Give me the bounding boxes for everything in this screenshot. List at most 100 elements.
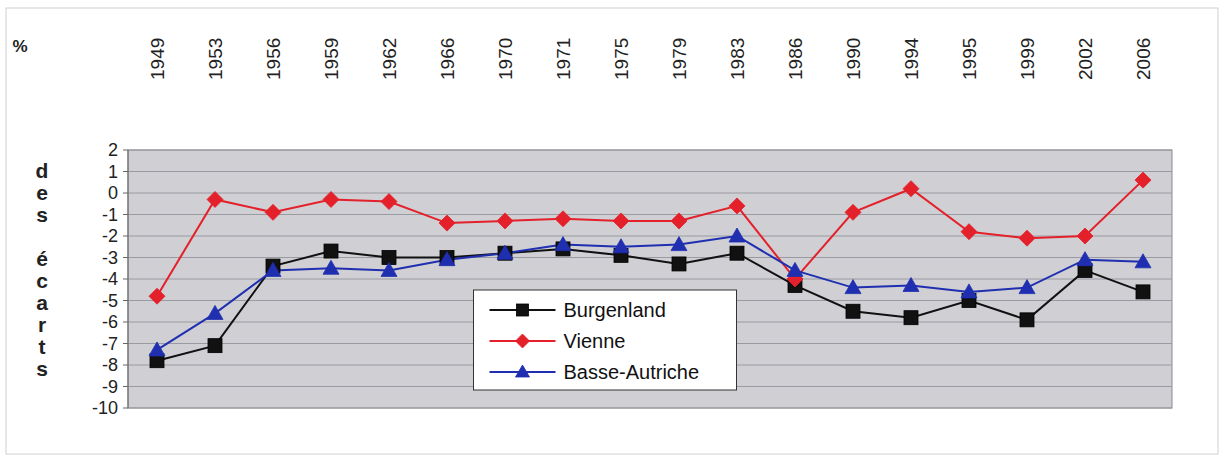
y-tick xyxy=(123,408,128,409)
y-tick xyxy=(123,236,128,237)
marker-diamond xyxy=(497,213,513,229)
marker-triangle xyxy=(207,305,223,319)
marker-square xyxy=(517,304,529,316)
y-tick-label: -7 xyxy=(102,334,118,354)
plot-area xyxy=(128,150,1172,408)
marker-triangle xyxy=(381,262,397,276)
marker-triangle xyxy=(903,277,919,291)
y-tick xyxy=(123,365,128,366)
marker-triangle xyxy=(961,284,977,298)
grid-line xyxy=(128,193,1172,194)
y-axis-label-letter: % xyxy=(12,37,27,56)
marker-square xyxy=(1020,313,1034,327)
marker-triangle xyxy=(671,237,687,251)
grid-line xyxy=(128,257,1172,258)
y-tick xyxy=(123,150,128,151)
marker-square xyxy=(846,304,860,318)
chart: 210-1-2-3-4-5-6-7-8-9-101949195319561959… xyxy=(0,0,1224,460)
y-tick-label: -9 xyxy=(102,377,118,397)
series-line xyxy=(157,180,1143,296)
marker-diamond xyxy=(1135,172,1151,188)
marker-square xyxy=(1136,285,1150,299)
y-axis-label-letter xyxy=(39,137,45,160)
legend-box xyxy=(474,290,737,390)
x-tick-label: 1949 xyxy=(147,38,168,80)
y-axis-label: % des écarts xyxy=(12,37,48,380)
grid-line xyxy=(128,408,1172,409)
y-axis-label-letter: a xyxy=(36,291,48,314)
y-tick-label: -8 xyxy=(102,355,118,375)
y-tick xyxy=(123,279,128,280)
marker-triangle xyxy=(845,280,861,294)
y-tick xyxy=(123,193,128,194)
y-tick-label: -2 xyxy=(102,226,118,246)
marker-diamond xyxy=(207,191,223,207)
x-tick-label: 1962 xyxy=(379,38,400,80)
y-tick-label: -3 xyxy=(102,248,118,268)
grid xyxy=(128,150,1172,408)
x-tick-label: 1966 xyxy=(437,38,458,80)
marker-diamond xyxy=(671,213,687,229)
y-tick-label: 1 xyxy=(108,162,118,182)
marker-triangle xyxy=(149,342,165,356)
marker-triangle xyxy=(516,365,530,377)
x-tick-label: 1975 xyxy=(611,38,632,80)
x-tick-label: 1999 xyxy=(1017,38,1038,80)
marker-triangle xyxy=(1077,252,1093,266)
y-axis-label-letter: c xyxy=(36,269,48,292)
legend: Burgenland Vienne Basse-Autriche xyxy=(474,290,737,390)
y-axis-label-letter xyxy=(39,225,45,248)
y-tick xyxy=(123,386,128,387)
marker-diamond xyxy=(1019,230,1035,246)
grid-line xyxy=(128,171,1172,172)
y-tick xyxy=(123,214,128,215)
x-tick-label: 2006 xyxy=(1133,38,1154,80)
y-tick-label: -10 xyxy=(92,398,118,418)
grid-line xyxy=(128,214,1172,215)
marker-triangle xyxy=(439,252,455,266)
y-axis-label-letter: e xyxy=(36,181,48,204)
y-tick-label: 2 xyxy=(108,140,118,160)
marker-square xyxy=(730,246,744,260)
marker-diamond xyxy=(265,204,281,220)
x-tick-label: 1979 xyxy=(669,38,690,80)
y-tick-label: -5 xyxy=(102,291,118,311)
marker-diamond xyxy=(961,224,977,240)
marker-square xyxy=(208,339,222,353)
marker-triangle xyxy=(1135,254,1151,268)
legend-label: Vienne xyxy=(564,330,626,352)
y-tick xyxy=(123,343,128,344)
x-tick-label: 1995 xyxy=(959,38,980,80)
y-tick-label: -6 xyxy=(102,312,118,332)
y-tick-label: -1 xyxy=(102,205,118,225)
marker-diamond xyxy=(149,288,165,304)
x-tick-label: 1971 xyxy=(553,38,574,80)
marker-diamond xyxy=(845,204,861,220)
marker-triangle xyxy=(729,228,745,242)
marker-triangle xyxy=(1019,280,1035,294)
x-tick-label: 1970 xyxy=(495,38,516,80)
marker-square xyxy=(498,246,512,260)
grid-line xyxy=(128,150,1172,151)
legend-label: Basse-Autriche xyxy=(564,361,700,383)
grid-line xyxy=(128,279,1172,280)
marker-triangle xyxy=(613,239,629,253)
marker-triangle xyxy=(555,237,571,251)
marker-diamond xyxy=(439,215,455,231)
marker-diamond xyxy=(381,194,397,210)
y-axis-label-letter: s xyxy=(36,203,48,226)
marker-square xyxy=(324,244,338,258)
y-axis-label-letter: t xyxy=(39,335,46,358)
marker-diamond xyxy=(613,213,629,229)
legend-label: Burgenland xyxy=(564,299,666,321)
chart-frame xyxy=(6,8,1218,454)
y-tick xyxy=(123,171,128,172)
x-tick-label: 1990 xyxy=(843,38,864,80)
marker-diamond xyxy=(555,211,571,227)
marker-triangle xyxy=(265,262,281,276)
x-tick-label: 1959 xyxy=(321,38,342,80)
y-axis-label-letter: d xyxy=(36,159,49,182)
y-axis-label-letter: é xyxy=(36,247,48,270)
x-tick-label: 1986 xyxy=(785,38,806,80)
y-tick xyxy=(123,300,128,301)
